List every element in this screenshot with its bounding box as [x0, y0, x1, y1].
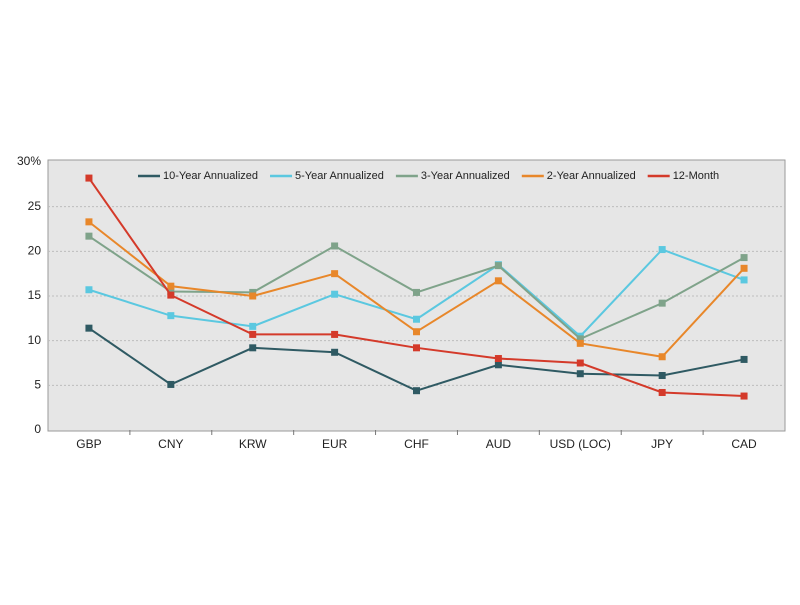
x-tick-label: EUR — [322, 437, 348, 451]
marker — [331, 348, 339, 356]
y-tick-label: 0 — [34, 422, 41, 436]
marker — [331, 242, 339, 250]
x-tick-label: KRW — [239, 437, 267, 451]
marker — [576, 339, 584, 347]
marker — [167, 380, 175, 388]
marker — [658, 299, 666, 307]
marker — [740, 276, 748, 284]
marker — [494, 262, 502, 270]
marker — [494, 277, 502, 285]
marker — [85, 232, 93, 240]
marker — [576, 359, 584, 367]
marker — [249, 288, 257, 296]
x-tick-label: AUD — [486, 437, 512, 451]
marker — [249, 292, 257, 300]
marker — [740, 254, 748, 262]
y-tick-label: 30% — [17, 154, 41, 168]
y-tick-label: 15 — [28, 288, 42, 302]
marker — [576, 335, 584, 343]
marker — [494, 361, 502, 369]
marker — [658, 372, 666, 380]
x-tick-label: CNY — [158, 437, 183, 451]
y-tick-label: 10 — [28, 333, 42, 347]
legend-label: 2-Year Annualized — [547, 170, 636, 182]
x-tick-label: USD (LOC) — [550, 437, 611, 451]
marker — [413, 328, 420, 336]
marker — [85, 174, 93, 182]
marker — [740, 355, 748, 363]
marker — [331, 270, 339, 278]
marker — [413, 344, 420, 352]
marker — [167, 291, 175, 299]
marker — [167, 282, 175, 290]
marker — [740, 264, 748, 272]
y-tick-label: 20 — [28, 244, 42, 258]
marker — [85, 286, 93, 294]
legend-label: 5-Year Annualized — [295, 170, 384, 182]
marker — [658, 388, 666, 396]
marker — [249, 322, 257, 330]
x-tick-label: JPY — [651, 437, 673, 451]
marker — [85, 218, 93, 226]
marker — [85, 324, 93, 332]
y-tick-label: 25 — [28, 199, 42, 213]
x-tick-label: CAD — [731, 437, 757, 451]
y-tick-label: 5 — [34, 378, 41, 392]
marker — [167, 312, 175, 320]
marker — [249, 344, 257, 352]
marker — [576, 370, 584, 378]
marker — [167, 288, 175, 296]
marker — [413, 288, 420, 296]
marker — [658, 246, 666, 254]
marker — [658, 353, 666, 361]
x-tick-label: CHF — [404, 437, 429, 451]
marker — [413, 387, 420, 395]
marker — [249, 330, 257, 338]
legend-label: 10-Year Annualized — [163, 170, 258, 182]
legend-label: 3-Year Annualized — [421, 170, 510, 182]
legend-label: 12-Month — [673, 170, 719, 182]
marker — [331, 330, 339, 338]
marker — [740, 392, 748, 400]
marker — [494, 355, 502, 363]
marker — [413, 315, 420, 323]
marker — [331, 290, 339, 298]
x-tick-label: GBP — [76, 437, 101, 451]
